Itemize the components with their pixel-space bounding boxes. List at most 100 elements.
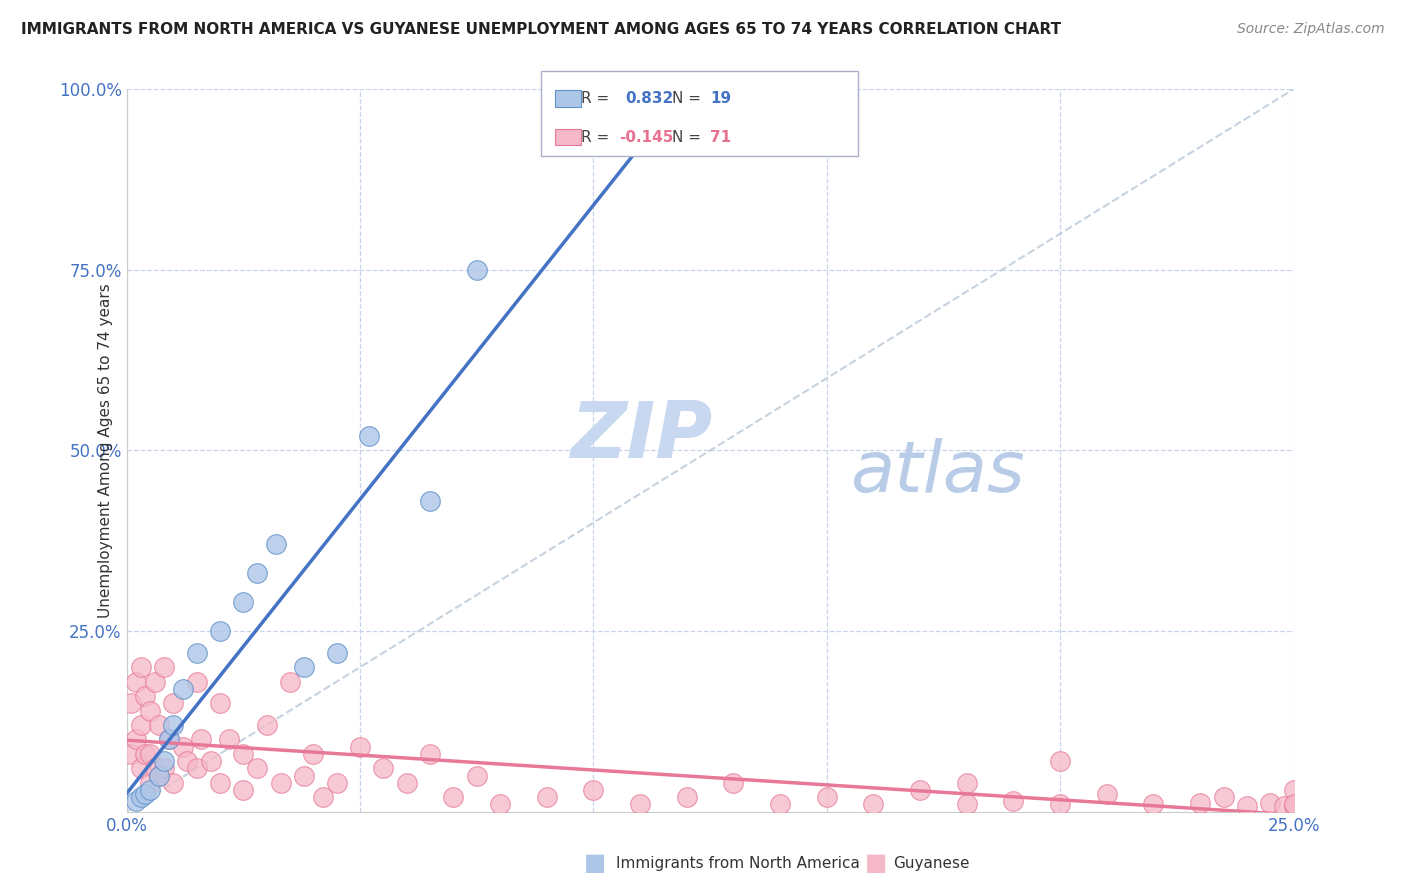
Point	[153, 660, 176, 674]
Point	[628, 797, 651, 812]
Point	[120, 696, 142, 710]
Point	[489, 797, 512, 812]
Point	[208, 624, 231, 639]
Point	[134, 747, 156, 761]
Point	[395, 776, 418, 790]
Point	[349, 739, 371, 754]
Point	[172, 681, 194, 696]
Point	[1049, 797, 1071, 812]
Point	[1282, 799, 1305, 814]
Text: 71: 71	[710, 130, 731, 145]
Text: Source: ZipAtlas.com: Source: ZipAtlas.com	[1237, 22, 1385, 37]
Point	[1049, 754, 1071, 768]
Point	[157, 732, 180, 747]
Point	[441, 790, 464, 805]
Point	[270, 776, 292, 790]
Point	[134, 689, 156, 703]
Point	[956, 797, 979, 812]
Text: Guyanese: Guyanese	[893, 856, 969, 871]
Point	[232, 783, 254, 797]
Point	[143, 674, 166, 689]
Point	[232, 595, 254, 609]
Point	[1236, 799, 1258, 814]
Point	[1282, 797, 1305, 812]
Text: atlas: atlas	[851, 438, 1025, 507]
Point	[1002, 794, 1025, 808]
Point	[862, 797, 884, 812]
Text: IMMIGRANTS FROM NORTH AMERICA VS GUYANESE UNEMPLOYMENT AMONG AGES 65 TO 74 YEARS: IMMIGRANTS FROM NORTH AMERICA VS GUYANES…	[21, 22, 1062, 37]
Point	[723, 776, 745, 790]
Point	[129, 718, 152, 732]
Point	[232, 747, 254, 761]
Point	[129, 761, 152, 775]
Point	[172, 739, 194, 754]
Point	[246, 761, 269, 775]
Point	[325, 646, 347, 660]
Point	[536, 790, 558, 805]
Point	[419, 747, 441, 761]
Point	[153, 761, 176, 775]
Text: ■: ■	[583, 852, 606, 875]
Point	[208, 696, 231, 710]
Point	[125, 794, 148, 808]
Point	[162, 776, 184, 790]
Point	[1282, 783, 1305, 797]
Point	[218, 732, 240, 747]
Point	[129, 790, 152, 805]
Point	[200, 754, 222, 768]
Point	[769, 797, 792, 812]
Text: Immigrants from North America: Immigrants from North America	[616, 856, 859, 871]
Point	[264, 537, 287, 551]
Text: R =: R =	[581, 91, 614, 106]
Point	[582, 783, 605, 797]
Point	[419, 494, 441, 508]
Point	[1272, 799, 1295, 814]
Text: -0.145: -0.145	[619, 130, 673, 145]
Point	[186, 674, 208, 689]
Point	[148, 769, 170, 783]
Point	[162, 718, 184, 732]
Point	[465, 769, 488, 783]
Point	[190, 732, 212, 747]
Point	[373, 761, 395, 775]
Point	[129, 660, 152, 674]
Point	[120, 747, 142, 761]
Point	[1212, 790, 1234, 805]
Point	[1142, 797, 1164, 812]
Point	[1258, 796, 1281, 810]
Point	[1095, 787, 1118, 801]
Point	[278, 674, 301, 689]
Point	[908, 783, 931, 797]
Point	[139, 704, 162, 718]
Point	[139, 776, 162, 790]
Point	[125, 674, 148, 689]
Point	[143, 761, 166, 775]
Point	[325, 776, 347, 790]
Text: 19: 19	[710, 91, 731, 106]
Point	[956, 776, 979, 790]
Text: N =: N =	[672, 91, 706, 106]
Point	[139, 783, 162, 797]
Point	[465, 262, 488, 277]
Point	[134, 787, 156, 801]
Point	[153, 754, 176, 768]
Point	[125, 732, 148, 747]
Point	[148, 718, 170, 732]
Point	[256, 718, 278, 732]
Text: ■: ■	[865, 852, 887, 875]
Y-axis label: Unemployment Among Ages 65 to 74 years: Unemployment Among Ages 65 to 74 years	[97, 283, 112, 618]
Point	[208, 776, 231, 790]
Point	[139, 747, 162, 761]
Text: 0.832: 0.832	[626, 91, 673, 106]
Point	[311, 790, 333, 805]
Point	[186, 646, 208, 660]
Point	[162, 696, 184, 710]
Text: N =: N =	[672, 130, 706, 145]
Point	[359, 429, 381, 443]
Point	[186, 761, 208, 775]
Point	[157, 732, 180, 747]
Point	[292, 660, 315, 674]
Point	[148, 769, 170, 783]
Text: R =: R =	[581, 130, 614, 145]
Point	[675, 790, 697, 805]
